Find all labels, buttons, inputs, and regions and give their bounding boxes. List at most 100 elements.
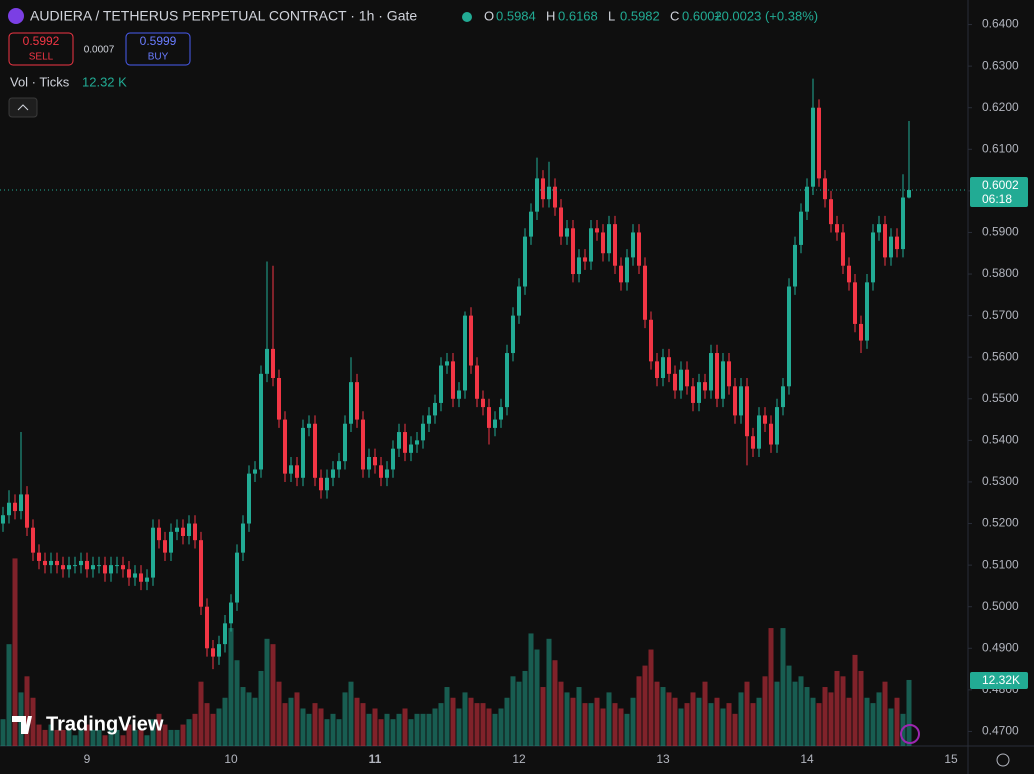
candle-body (481, 398, 485, 408)
candle-body (619, 265, 623, 283)
volume-bar (678, 708, 684, 746)
volume-bar (156, 713, 162, 746)
volume-bar (36, 724, 42, 746)
volume-bar (78, 729, 84, 746)
volume-bar (828, 692, 834, 746)
candle-body (37, 552, 41, 561)
volume-bar (366, 713, 372, 746)
y-tick-label: 0.5500 (982, 391, 1019, 405)
status-dot (462, 12, 472, 22)
candle-body (865, 282, 869, 341)
ohlc-value: 0.5984 (496, 8, 536, 23)
volume-bar (42, 729, 48, 746)
candle-body (247, 473, 251, 524)
candle-body (703, 382, 707, 391)
candle-body (547, 186, 551, 200)
collapse-button[interactable] (8, 97, 38, 118)
candle-body (715, 353, 719, 399)
volume-bar (858, 670, 864, 746)
volume-bar (876, 692, 882, 746)
candle-body (679, 369, 683, 391)
header: AUDIERA / TETHERUS PERPETUAL CONTRACT · … (8, 8, 1010, 767)
sell-label[interactable]: SELL (29, 52, 54, 63)
candle-body (193, 523, 197, 541)
volume-bar (648, 649, 654, 746)
volume-tag (970, 671, 1028, 689)
countdown: 06:18 (982, 192, 1012, 206)
candle-body (805, 186, 809, 212)
volume-bar (204, 703, 210, 746)
candle-body (1, 515, 5, 524)
candle-body (571, 228, 575, 275)
volume-bar (576, 687, 582, 746)
y-tick-label: 0.5200 (982, 516, 1019, 530)
volume-bar (390, 719, 396, 746)
candle-body (457, 390, 461, 399)
volume-bar (306, 713, 312, 746)
buy-price[interactable]: 0.5999 (140, 34, 177, 48)
volume-bar (132, 729, 138, 746)
volume-bar (96, 729, 102, 746)
volume-bar (564, 692, 570, 746)
price-tag (970, 177, 1028, 208)
settings-icon[interactable] (996, 753, 1010, 767)
sell-button[interactable] (8, 32, 74, 66)
ohlc-letter: L (608, 8, 615, 23)
buy-label[interactable]: BUY (148, 52, 169, 63)
volume-bar (192, 713, 198, 746)
candle-body (217, 644, 221, 657)
volume-bar (336, 719, 342, 746)
volume-bar (396, 713, 402, 746)
volume-bar (246, 692, 252, 746)
candle-body (409, 444, 413, 453)
volume-bar (12, 558, 18, 746)
volume-bar (480, 703, 486, 746)
volume-bar (720, 708, 726, 746)
volume-bar (816, 703, 822, 746)
candle-body (415, 440, 419, 445)
candle-body (445, 361, 449, 366)
volume-bar (294, 692, 300, 746)
candle-body (91, 565, 95, 570)
candle-body (787, 286, 791, 387)
spread: 0.0007 (84, 45, 115, 56)
volume-bar (666, 692, 672, 746)
candle-body (223, 623, 227, 645)
candle-body (907, 190, 911, 198)
volume-bar (126, 724, 132, 746)
volume-bar (552, 660, 558, 746)
candle-body (133, 573, 137, 578)
volume-bar (822, 687, 828, 746)
candle-body (757, 415, 761, 449)
candle-body (157, 527, 161, 541)
candle-body (349, 382, 353, 424)
candle-body (31, 527, 35, 553)
candle-body (13, 502, 17, 512)
candle-body (469, 315, 473, 366)
candle-body (475, 365, 479, 399)
collapse-icon[interactable] (17, 104, 29, 111)
volume-title: Vol · Ticks (10, 74, 70, 89)
event-icon[interactable] (900, 724, 920, 744)
candle-body (487, 407, 491, 428)
y-tick-label: 0.5400 (982, 433, 1019, 447)
buy-button[interactable] (125, 32, 191, 66)
y-tick-label: 0.6100 (982, 141, 1019, 155)
volume-bar (60, 729, 66, 746)
candle-body (163, 540, 167, 553)
candle-body (883, 224, 887, 258)
volume-bar (174, 729, 180, 746)
y-tick-label: 0.5100 (982, 557, 1019, 571)
volume-bar (24, 676, 30, 746)
volume-bar (846, 697, 852, 746)
candle-body (325, 477, 329, 491)
candle-body (553, 186, 557, 208)
volume-bar (534, 649, 540, 746)
volume-bar (324, 719, 330, 746)
chart-title: AUDIERA / TETHERUS PERPETUAL CONTRACT · … (30, 8, 417, 24)
x-tick-label: 15 (944, 752, 958, 766)
volume-bar (240, 687, 246, 746)
candle-body (241, 523, 245, 553)
sell-price[interactable]: 0.5992 (23, 34, 60, 48)
candle-body (169, 531, 173, 553)
